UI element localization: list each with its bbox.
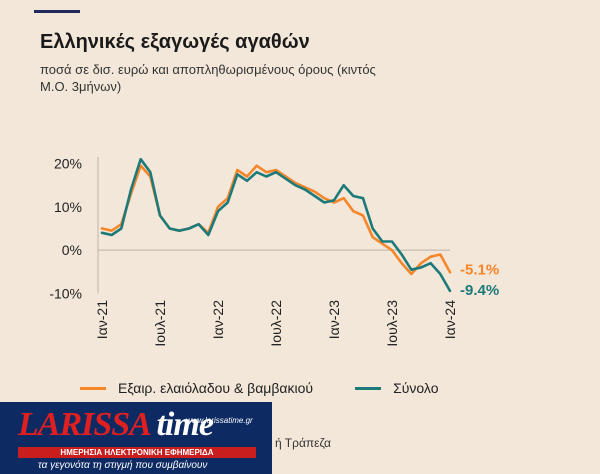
legend-item-olive-oil-excluded: Εξαιρ. ελαιόλαδου & βαμβακιού bbox=[80, 380, 313, 396]
x-tick-label: Ιουλ-22 bbox=[268, 300, 284, 347]
header-accent-rule bbox=[34, 10, 80, 13]
x-tick-label: Ιουλ-21 bbox=[152, 300, 168, 347]
x-tick-label: Ιαν-23 bbox=[326, 300, 342, 339]
x-tick-label: Ιαν-24 bbox=[442, 300, 458, 339]
chart-title: Ελληνικές εξαγωγές αγαθών bbox=[40, 31, 310, 53]
y-tick-label: 20% bbox=[54, 156, 82, 172]
chart-subtitle: ποσά σε δισ. ευρώ και αποπληθωρισμένους … bbox=[40, 62, 376, 94]
legend-label: Εξαιρ. ελαιόλαδου & βαμβακιού bbox=[118, 380, 314, 396]
logo-tagline: ΗΜΕΡΗΣΙΑ ΗΛΕΚΤΡΟΝΙΚΗ ΕΦΗΜΕΡΙΔΑ bbox=[18, 447, 256, 458]
x-tick-label: Ιουλ-23 bbox=[384, 300, 400, 347]
y-tick-label: -10% bbox=[49, 286, 82, 302]
logo-site-url: www.larissatime.gr bbox=[186, 416, 253, 425]
series-line-olive-oil-excluded bbox=[100, 164, 452, 276]
publisher-logo[interactable]: LARISSA time www.larissatime.gr ΗΜΕΡΗΣΙΑ… bbox=[0, 402, 272, 474]
y-tick-label: 10% bbox=[54, 199, 82, 215]
legend-swatch-teal bbox=[355, 386, 382, 390]
legend-item-total: Σύνολο bbox=[355, 380, 438, 396]
x-tick-label: Ιαν-21 bbox=[94, 300, 110, 339]
series-end-label: -9.4% bbox=[460, 282, 499, 299]
y-tick-label: 0% bbox=[62, 242, 82, 258]
x-tick-label: Ιαν-22 bbox=[210, 300, 226, 339]
legend-label: Σύνολο bbox=[393, 380, 439, 396]
line-chart: 20% 10% 0% -10% Ιαν-21 Ιουλ-21 Ιαν-22 Ιουλ-22 Ια… bbox=[49, 156, 499, 347]
series-end-label: -5.1% bbox=[460, 261, 499, 278]
logo-slogan: τα γεγονότα τη στιγμή που συμβαίνουν bbox=[38, 460, 208, 471]
series-line-total bbox=[100, 157, 452, 293]
logo-wordmark: LARISSA time bbox=[18, 406, 214, 443]
source-note: ή Τράπεζα bbox=[275, 436, 331, 450]
chart-legend: Εξαιρ. ελαιόλαδου & βαμβακιού Σύνολο bbox=[80, 380, 480, 396]
legend-swatch-orange bbox=[80, 386, 106, 390]
